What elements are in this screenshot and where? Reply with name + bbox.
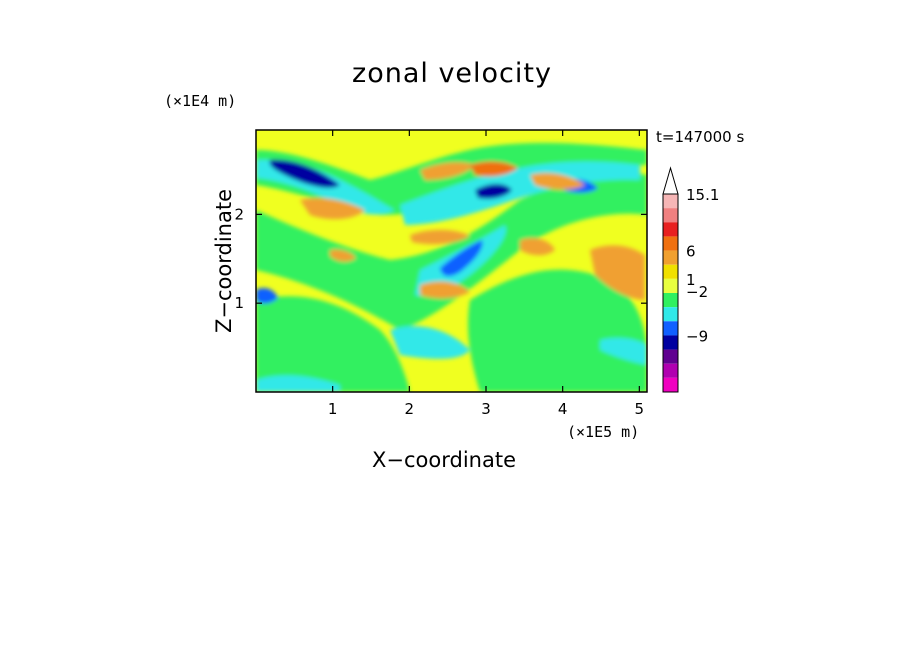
plot-frame: [255, 129, 648, 393]
colorbar-label: −9: [686, 327, 708, 345]
colorbar-label: 6: [686, 243, 696, 261]
colorbar-swatch: [663, 222, 678, 237]
field-green-right-low: [468, 269, 647, 392]
contour-field: [256, 130, 647, 392]
colorbar-swatch: [663, 377, 678, 392]
field-blue-mid: [440, 240, 483, 277]
x-tick-label: 4: [558, 400, 568, 418]
colorbar-extend-arrow: [662, 166, 679, 195]
field-orange-left: [300, 198, 365, 220]
colorbar-swatch: [663, 363, 678, 378]
colorbar-swatch: [663, 236, 678, 251]
x-axis-label: X−coordinate: [372, 448, 516, 472]
field-darkorange-upper-mid: [470, 161, 518, 177]
field-orange-right-mid: [520, 238, 555, 256]
colorbar-swatch: [663, 264, 678, 279]
colorbar-label: 15.1: [686, 186, 719, 204]
field-cyan-bottom-left: [256, 375, 340, 392]
field-green-band: [256, 173, 647, 330]
x-tick-label: 2: [405, 400, 415, 418]
colorbar-swatch: [663, 321, 678, 336]
colorbar-swatch: [663, 250, 678, 265]
field-cyan-lower-mid: [390, 326, 470, 359]
colorbar-label: −2: [686, 283, 708, 301]
colorbar: 15.1 6 1−2 −9: [662, 166, 719, 393]
field-cyan-right: [600, 337, 647, 365]
field-orange-spot: [330, 249, 356, 262]
y-axis-ticks: 12: [234, 205, 647, 312]
x-axis-multiplier: (×1E5 m): [567, 423, 640, 441]
x-tick-label: 3: [481, 400, 491, 418]
colorbar-swatch: [663, 194, 678, 209]
field-orange-upper-right: [530, 173, 585, 190]
colorbar-swatch: [663, 278, 678, 293]
colorbar-swatch: [663, 307, 678, 322]
field-cyan-upper-right: [400, 161, 640, 225]
colorbar-swatch: [663, 208, 678, 223]
x-tick-label: 1: [328, 400, 338, 418]
y-tick-label: 2: [234, 205, 244, 223]
x-tick-label: 5: [635, 400, 645, 418]
colorbar-swatch: [663, 335, 678, 350]
field-orange-mid: [410, 229, 470, 245]
y-axis-multiplier: (×1E4 m): [164, 92, 237, 110]
field-orange-upper-mid: [420, 162, 475, 180]
field-navy-upper-left: [269, 159, 340, 188]
colorbar-swatch: [663, 349, 678, 364]
colorbar-swatch: [663, 293, 678, 308]
field-blue-left-edge: [256, 287, 278, 304]
colorbar-label: 1: [686, 271, 696, 289]
colorbar-frame: [662, 193, 679, 393]
field-orange-lower-mid: [420, 281, 470, 299]
time-label: t=147000 s: [656, 128, 745, 146]
field-green-low-left: [256, 296, 410, 392]
y-tick-label: 1: [234, 294, 244, 312]
field-navy-upper-mid: [475, 184, 512, 199]
x-axis-ticks: 1 2 3 4 5: [328, 130, 644, 418]
field-orange-right: [590, 245, 645, 300]
chart-title: zonal velocity: [352, 58, 552, 89]
